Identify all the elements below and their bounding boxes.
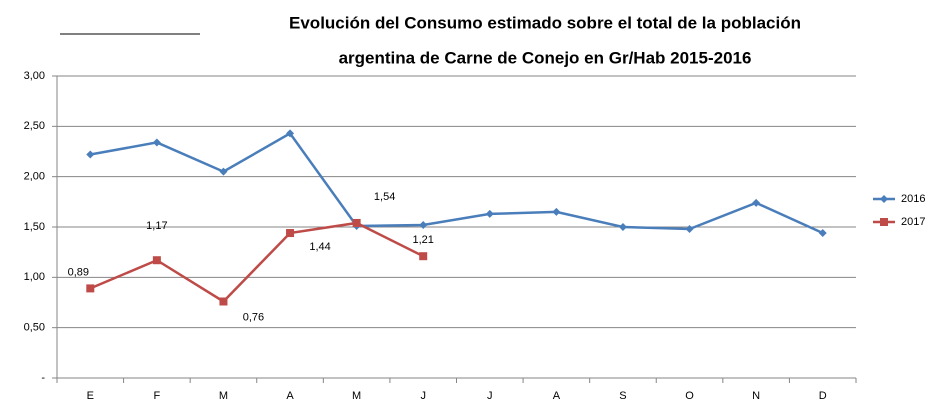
x-tick-label: S [619,390,626,402]
marker [485,209,494,218]
legend-label: 2016 [901,193,925,205]
marker [86,284,95,293]
marker [552,207,561,216]
marker [352,218,361,227]
y-tick-label: 2,50 [24,120,45,132]
x-tick-label: M [352,390,361,402]
legend-marker [880,218,888,226]
x-tick-label: J [487,390,493,402]
x-tick-label: F [154,390,161,402]
x-tick-label: A [286,390,294,402]
marker [219,297,228,306]
data-label: 1,54 [374,191,395,203]
marker [752,198,761,207]
data-label: 1,21 [412,234,433,246]
series-line [90,131,824,235]
y-tick-label: - [41,372,45,384]
marker [818,229,827,238]
marker [152,256,161,265]
x-tick-label: D [819,390,827,402]
marker [419,252,428,261]
marker [219,167,228,176]
chart-title: Evolución del Consumo estimado sobre el … [289,13,801,32]
y-tick-label: 3,00 [24,70,45,82]
marker [419,220,428,229]
chart-title: argentina de Carne de Conejo en Gr/Hab 2… [339,48,752,67]
data-label: 0,76 [243,311,264,323]
marker [152,138,161,147]
marker [286,129,295,138]
marker [618,223,627,231]
y-tick-label: 2,00 [24,171,45,183]
marker [86,150,95,159]
y-tick-label: 1,50 [24,221,45,233]
x-tick-label: A [553,390,561,402]
y-tick-label: 1,00 [24,271,45,283]
data-label: 1,17 [146,220,167,232]
legend-label: 2017 [901,216,925,228]
series-line [89,221,424,304]
marker [685,225,694,234]
legend-marker [880,195,888,203]
x-tick-label: N [752,390,760,402]
data-label: 1,44 [309,241,330,253]
data-label: 0,89 [68,266,89,278]
x-tick-label: J [420,390,426,402]
x-tick-label: E [87,390,94,402]
marker [286,229,295,238]
x-tick-label: O [685,390,694,402]
x-tick-label: M [219,390,228,402]
y-tick-label: 0,50 [24,322,45,334]
